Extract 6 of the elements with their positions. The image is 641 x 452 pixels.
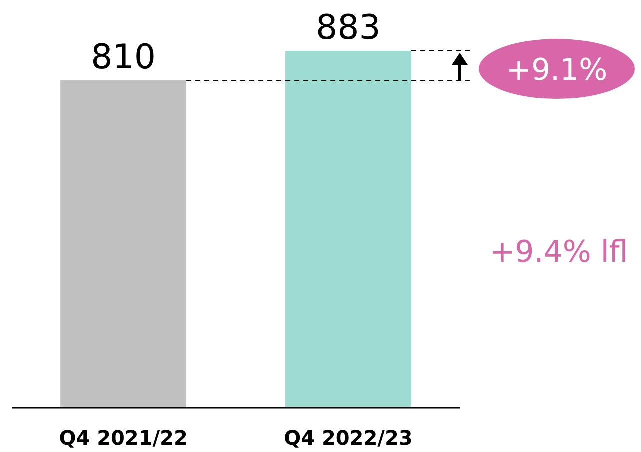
data-label: 883: [316, 8, 381, 48]
text: +9.4% lfl: [490, 235, 628, 270]
x-tick-label: Q4 2021/22: [59, 426, 188, 450]
x-tick-label: Q4 2022/23: [284, 426, 413, 450]
data-label: 810: [91, 38, 156, 78]
text: +9.1%: [506, 53, 608, 88]
